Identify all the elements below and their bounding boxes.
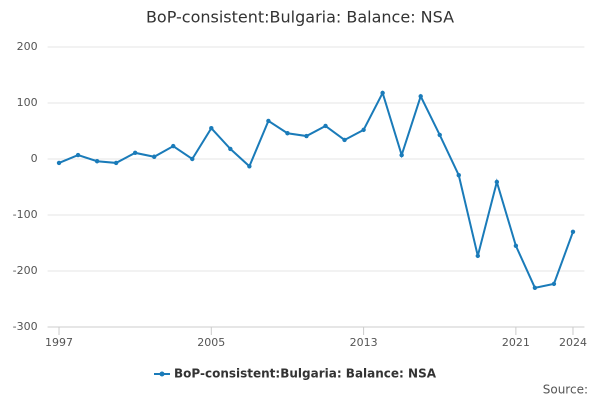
y-tick-label: -300 bbox=[13, 320, 38, 333]
x-tick-label: 2005 bbox=[197, 336, 225, 349]
y-tick-label: 200 bbox=[17, 40, 38, 53]
data-point bbox=[494, 179, 500, 185]
data-point bbox=[171, 143, 176, 149]
data-point bbox=[361, 127, 366, 133]
data-point bbox=[113, 160, 119, 166]
data-point bbox=[570, 229, 576, 234]
data-point bbox=[266, 118, 271, 124]
legend-label: BoP-consistent:Bulgaria: Balance: NSA bbox=[174, 367, 437, 381]
data-point bbox=[304, 133, 309, 139]
data-point bbox=[132, 150, 138, 156]
data-point bbox=[75, 152, 81, 158]
x-tick-label: 2024 bbox=[559, 336, 587, 349]
series-line bbox=[58, 90, 574, 289]
data-point bbox=[532, 285, 538, 290]
data-point bbox=[380, 90, 385, 96]
data-point bbox=[475, 253, 481, 259]
data-point bbox=[247, 164, 252, 169]
y-tick-label: -100 bbox=[13, 208, 38, 221]
data-point bbox=[209, 126, 214, 131]
x-tick-label: 1997 bbox=[45, 336, 73, 349]
x-tick-label: 2013 bbox=[350, 336, 378, 349]
source: Source: bbox=[543, 383, 588, 397]
data-point bbox=[513, 243, 519, 248]
data-point bbox=[151, 154, 157, 159]
data-point bbox=[228, 146, 233, 152]
data-point bbox=[399, 152, 404, 158]
data-point bbox=[551, 281, 557, 287]
x-tick-label: 2021 bbox=[502, 336, 530, 349]
data-point bbox=[94, 159, 100, 164]
chart-title: BoP-consistent:Bulgaria: Balance: NSA bbox=[146, 8, 454, 27]
data-point bbox=[456, 173, 461, 178]
data-point bbox=[190, 156, 195, 162]
data-point bbox=[418, 94, 423, 99]
legend-marker bbox=[159, 371, 165, 377]
y-tick-label: 100 bbox=[17, 96, 38, 109]
y-tick-label: 0 bbox=[31, 152, 38, 165]
data-point bbox=[285, 131, 290, 136]
data-point bbox=[342, 137, 347, 143]
data-point bbox=[56, 160, 62, 166]
data-point bbox=[437, 132, 442, 138]
y-tick-label: -200 bbox=[13, 264, 38, 277]
data-point bbox=[323, 123, 328, 129]
